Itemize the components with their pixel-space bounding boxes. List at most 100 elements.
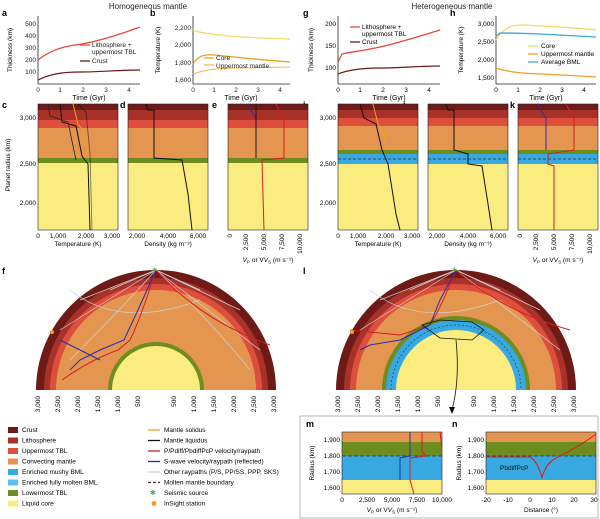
legend-marker-seismic_source: ✱: [150, 489, 156, 497]
f-tick-r3: 1,500: [211, 396, 218, 413]
e-xtick-3: 7,500: [279, 234, 286, 251]
b-ytick-4: 2,200: [175, 25, 192, 32]
k-xtick-3: 7,500: [569, 234, 576, 251]
l-tick-r1: 500: [471, 396, 478, 407]
d-xlabel: Density (kg m⁻³): [144, 241, 192, 248]
legend-label-lithosphere: Lithosphere: [22, 438, 56, 445]
d-xtick-3: 6,000: [190, 233, 207, 240]
l-tick-r2: 1,000: [491, 396, 498, 413]
h-xtick-0: 0: [494, 87, 498, 94]
legend-label-s_ray: S-wave velocity/raypath (reflected): [164, 459, 264, 466]
f-tick-r6: 3,000: [271, 396, 278, 413]
n-ytick-4: 1,900: [468, 437, 485, 444]
panel-b-legend-1: Core: [216, 55, 230, 62]
legend-label-enriched_mushy_bml: Enriched mushy BML: [22, 469, 84, 476]
panel-label-f: f: [2, 266, 6, 276]
legend-swatch-crust: [8, 427, 18, 433]
g-ytick-3: 200: [325, 21, 336, 28]
k-xlabel: VP or VVS (m s⁻¹): [533, 257, 584, 265]
a-xtick-4: 4: [127, 87, 131, 94]
g-xtick-2: 2: [381, 87, 385, 94]
b-xtick-3: 3: [256, 87, 260, 94]
panel-label-g: g: [303, 8, 309, 18]
legend-swatch-enriched_molten_bml: [8, 479, 18, 486]
g-xtick-1: 1: [358, 87, 362, 94]
a-ytick-5: 500: [25, 21, 36, 28]
planet-radius-label: Planet radius (km): [5, 139, 12, 192]
h-ytick-3: 2,500: [478, 39, 495, 46]
k-xtick-1: 2,500: [533, 234, 540, 251]
c-xtick-3: 3,000: [104, 233, 121, 240]
panel-b-legend-2: Uppermost mantle: [216, 63, 269, 70]
a-ylabel: Thickness (km): [7, 28, 14, 72]
b-ytick-2: 1,800: [175, 60, 192, 67]
legend-label-liquid_core: Liquid core: [22, 501, 54, 508]
panel-label-a: a: [2, 8, 8, 18]
k-xtick-4: 10,000: [587, 234, 594, 254]
panel-f-semicircle: ✱: [36, 267, 276, 390]
b-xtick-2: 2: [234, 87, 238, 94]
m-xtick-1: 2,500: [359, 497, 376, 504]
g-ytick-1: 100: [325, 65, 336, 72]
legend-marker-insight: [151, 501, 157, 506]
legend-swatch-liquid_core: [8, 500, 18, 507]
legend-label-liquidus: Mantle liquidus: [164, 438, 208, 445]
f-tick-l4: 1,500: [95, 396, 102, 413]
legend-swatch-lithosphere: [8, 437, 18, 444]
e-xtick-1: 2,500: [243, 234, 250, 251]
n-ylabel: Radius (km): [456, 445, 463, 480]
m-xtick-3: 7,500: [409, 497, 426, 504]
panel-b: Core Uppermost mantle 1,600 1,800 2,000 …: [155, 16, 291, 102]
b-xtick-0: 0: [191, 87, 195, 94]
panel-h: Core Uppermost mantle Average BML 1,500 …: [458, 16, 597, 102]
legend-label-solidus: Mantle solidus: [164, 427, 206, 434]
i-xlabel: Temperature (K): [355, 241, 402, 248]
panel-label-m: m: [306, 419, 314, 429]
panel-m: 1,600 1,700 1,800 1,900 0 2,500 5,000 7,…: [309, 431, 452, 515]
n-xlabel: Distance (°): [524, 506, 558, 514]
inset-frame: [299, 415, 599, 519]
legend-label-uppermost_tbl: Uppermost TBL: [22, 448, 68, 455]
l-tick-l2: 2,500: [355, 396, 362, 413]
b-xtick-4: 4: [278, 87, 282, 94]
panel-g-legend-3: Crust: [362, 39, 378, 46]
g-xtick-0: 0: [336, 87, 340, 94]
i-xtick-1: 1,000: [350, 233, 367, 240]
panel-h-legend-3: Average BML: [541, 59, 581, 66]
panel-label-e: e: [212, 100, 217, 110]
header-heterogeneous: Heterogeneous mantle: [412, 2, 493, 11]
l-tick-r3: 1,500: [511, 396, 518, 413]
c-ytick-2000: 2,000: [20, 200, 37, 207]
legend-label-p_ray: P/Pdiff/PbdiffPcP velocity/raypath: [164, 448, 260, 455]
a-ytick-3: 300: [25, 45, 36, 52]
panel-k: [517, 103, 599, 231]
h-xlabel: Time (Gyr): [529, 95, 562, 102]
m-ytick-4: 1,900: [324, 437, 341, 444]
j-xlabel: Density (kg m⁻³): [444, 241, 492, 248]
m-ylabel: Radius (km): [309, 445, 316, 480]
j-xtick-2: 4,000: [460, 233, 477, 240]
panel-a: Lithosphere + uppermost TBL Crust 100 20…: [7, 16, 141, 102]
c-ytick-2500: 2,500: [20, 161, 37, 168]
n-xtick-0: -20: [481, 497, 491, 504]
h-xtick-4: 4: [582, 87, 586, 94]
l-tick-l5: 1,000: [415, 396, 422, 413]
m-xtick-4: 10,000: [432, 497, 452, 504]
a-xtick-3: 3: [104, 87, 108, 94]
h-ylabel: Temperature (K): [458, 27, 465, 74]
panel-h-legend-1: Core: [541, 43, 555, 50]
l-tick-l3: 2,000: [375, 396, 382, 413]
g-ytick-2: 150: [325, 43, 336, 50]
panel-label-h: h: [450, 8, 456, 18]
c-ytick-3000: 3,000: [20, 115, 37, 122]
i-ytick-3000: 3,000: [320, 115, 337, 122]
panel-c: [37, 103, 119, 231]
c-xtick-0: 0: [36, 233, 40, 240]
legend-label-insight: InSight station: [164, 501, 206, 508]
b-ytick-1: 1,600: [175, 77, 192, 84]
g-xtick-4: 4: [427, 87, 431, 94]
g-ylabel: Thickness (km): [308, 28, 315, 72]
header-homogeneous: Homogeneous mantle: [109, 2, 188, 11]
e-xtick-0: 0: [227, 234, 234, 238]
